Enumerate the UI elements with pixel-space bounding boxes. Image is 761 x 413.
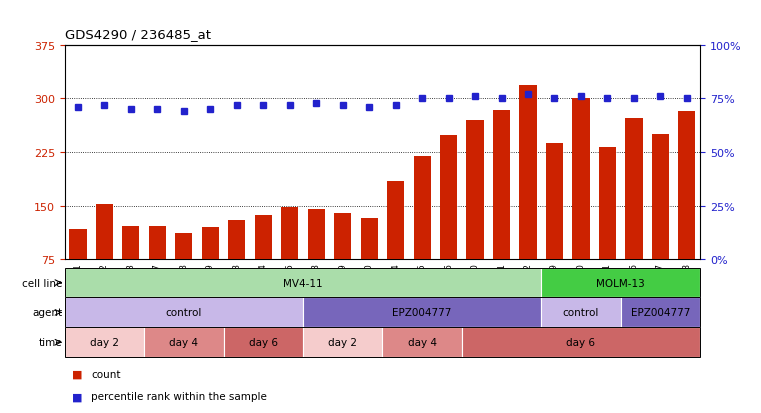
Bar	[175, 233, 193, 260]
Bar	[202, 228, 219, 260]
Bar	[413, 156, 431, 260]
Bar	[361, 218, 377, 260]
Bar	[303, 328, 382, 357]
Bar	[541, 298, 621, 328]
Bar	[626, 119, 642, 260]
Bar	[123, 226, 139, 260]
Bar	[440, 136, 457, 260]
Text: day 2: day 2	[328, 337, 357, 347]
Text: day 6: day 6	[566, 337, 595, 347]
Bar	[307, 209, 325, 260]
Bar	[65, 268, 541, 298]
Bar	[462, 328, 700, 357]
Text: day 4: day 4	[408, 337, 437, 347]
Text: day 4: day 4	[170, 337, 199, 347]
Bar	[65, 328, 144, 357]
Bar	[69, 229, 87, 260]
Text: agent: agent	[32, 308, 62, 318]
Text: GDS4290 / 236485_at: GDS4290 / 236485_at	[65, 28, 211, 41]
Bar	[466, 121, 484, 260]
Text: percentile rank within the sample: percentile rank within the sample	[91, 392, 267, 401]
Bar	[546, 144, 563, 260]
Text: cell line: cell line	[21, 278, 62, 288]
Bar	[599, 147, 616, 260]
Bar	[541, 268, 700, 298]
Bar	[281, 208, 298, 260]
Bar	[334, 214, 352, 260]
Bar	[224, 328, 303, 357]
Bar	[387, 181, 404, 260]
Bar	[303, 298, 541, 328]
Bar	[65, 298, 303, 328]
Text: EPZ004777: EPZ004777	[631, 308, 690, 318]
Bar	[255, 216, 272, 260]
Bar	[96, 205, 113, 260]
Bar	[520, 86, 537, 260]
Bar	[228, 221, 245, 260]
Text: control: control	[166, 308, 202, 318]
Bar	[572, 99, 590, 260]
Text: time: time	[38, 337, 62, 347]
Bar	[493, 111, 510, 260]
Text: EPZ004777: EPZ004777	[393, 308, 452, 318]
Text: ■: ■	[72, 392, 83, 401]
Text: day 6: day 6	[249, 337, 278, 347]
Text: control: control	[563, 308, 599, 318]
Bar	[382, 328, 462, 357]
Bar	[144, 328, 224, 357]
Bar	[148, 226, 166, 260]
Bar	[621, 298, 700, 328]
Bar	[678, 112, 696, 260]
Bar	[652, 135, 669, 260]
Text: count: count	[91, 369, 121, 379]
Text: ■: ■	[72, 369, 83, 379]
Text: day 2: day 2	[90, 337, 119, 347]
Text: MV4-11: MV4-11	[283, 278, 323, 288]
Text: MOLM-13: MOLM-13	[597, 278, 645, 288]
